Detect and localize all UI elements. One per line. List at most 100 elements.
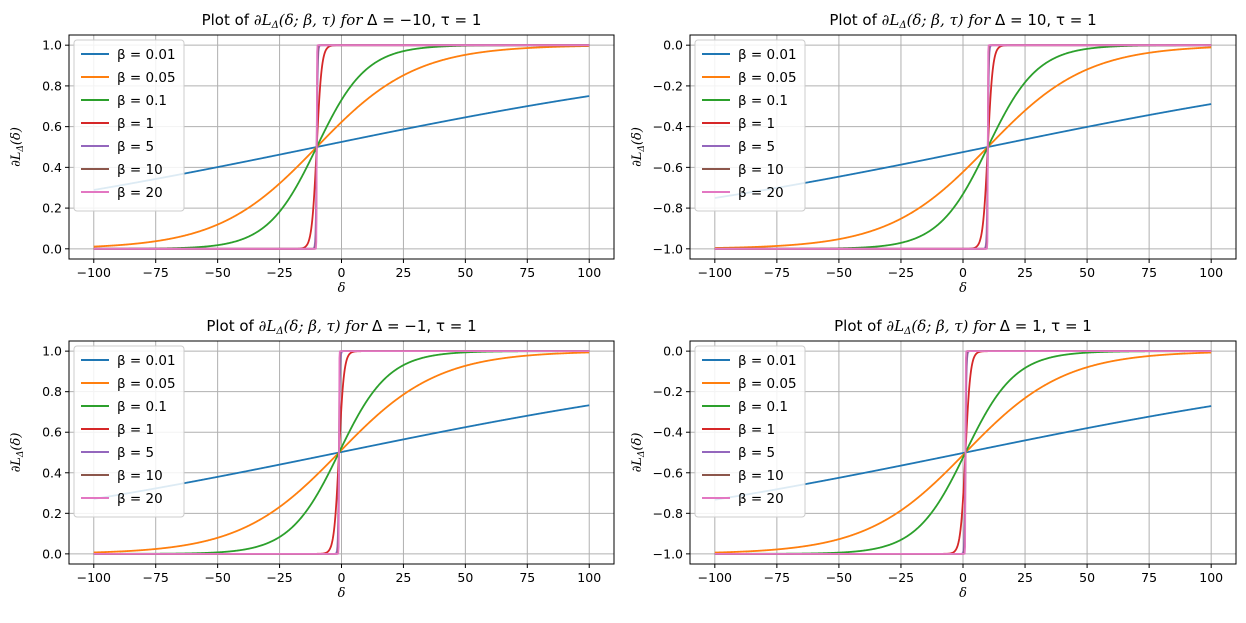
y-tick-label: 0.0 [42,546,62,561]
x-tick-label: 25 [395,570,411,585]
x-tick-label: 75 [519,570,535,585]
y-tick-label: 0.4 [42,160,62,175]
y-tick-label: 0.0 [663,38,683,53]
y-tick-label: 0.6 [42,425,62,440]
y-axis-label: ∂LΔ(δ) [630,127,647,167]
legend-label: β = 0.05 [738,376,797,392]
y-tick-label: −1.0 [653,546,683,561]
subplot-4: −100 −75 −50 −25 0 25 50 75 100 −1.0 −0.8 −0.6 −0.4 −… [630,317,1237,601]
y-tick-label: −1.0 [653,241,683,256]
legend-label: β = 20 [117,491,163,507]
series-line-7 [714,350,1212,555]
x-tick-label: 25 [395,265,411,280]
x-tick-label: −50 [204,570,230,585]
legend-label: β = 1 [117,116,154,132]
y-tick-label: −0.6 [653,160,683,175]
x-tick-label: −100 [698,265,732,280]
x-tick-label: −50 [204,265,230,280]
subplot-2: −100 −75 −50 −25 0 25 50 75 100 −1.0 −0.8 −0.6 −0.4 −… [630,11,1237,296]
y-tick-label: −0.4 [653,425,683,440]
legend-label: β = 10 [117,162,163,178]
legend-label: β = 0.1 [738,399,788,415]
legend-label: β = 10 [738,162,784,178]
legend-label: β = 5 [117,139,154,155]
x-tick-label: 100 [577,570,601,585]
x-tick-label: 50 [457,265,473,280]
x-tick-label: 0 [338,570,346,585]
x-tick-label: 50 [1079,265,1095,280]
series-line-2 [93,351,590,554]
legend-label: β = 20 [117,185,163,201]
x-tick-label: 25 [1017,265,1033,280]
x-axis-label: δ [959,281,967,296]
series-line-2 [93,45,590,248]
legend-label: β = 0.1 [738,93,788,109]
x-tick-label: 75 [519,265,535,280]
y-tick-label: 1.0 [42,344,62,359]
x-tick-label: −75 [764,570,790,585]
y-tick-label: −0.2 [653,384,683,399]
legend: β = 0.01 β = 0.05 β = 0.1 β = 1 β = 5 β = 10 β… [694,345,806,518]
x-tick-label: 100 [577,265,601,280]
y-tick-label: 0.6 [42,119,62,134]
legend: β = 0.01 β = 0.05 β = 0.1 β = 1 β = 5 β = 10 β… [73,345,185,518]
legend-label: β = 1 [738,116,775,132]
y-axis-label: ∂LΔ(δ) [9,127,26,167]
subplot-3: −100 −75 −50 −25 0 25 50 75 100 0.0 0.2 0.4 0.6 0.8 1.… [9,317,615,601]
y-tick-label: 0.8 [42,384,62,399]
x-tick-label: 75 [1141,570,1157,585]
legend-label: β = 20 [738,491,784,507]
legend-label: β = 20 [738,185,784,201]
x-tick-label: −25 [266,265,292,280]
y-tick-label: −0.8 [653,506,683,521]
y-tick-label: −0.4 [653,119,683,134]
legend-label: β = 0.05 [738,70,797,86]
series-line-7 [714,44,1212,250]
x-tick-label: −100 [77,570,111,585]
legend-label: β = 5 [738,445,775,461]
y-tick-label: 0.0 [663,344,683,359]
x-tick-label: −100 [698,570,732,585]
chart-title: Plot of ∂LΔ(δ; β, τ) for Δ = −10, τ = 1 [202,11,482,31]
x-tick-label: 100 [1199,570,1223,585]
x-tick-label: −50 [826,570,852,585]
x-tick-label: −100 [77,265,111,280]
x-tick-label: 25 [1017,570,1033,585]
x-tick-label: 50 [1079,570,1095,585]
y-tick-label: −0.8 [653,201,683,216]
y-tick-label: 0.4 [42,465,62,480]
legend-label: β = 0.01 [738,47,797,63]
y-axis-label: ∂LΔ(δ) [630,433,647,473]
x-axis-label: δ [959,586,967,601]
x-axis-label: δ [338,281,346,296]
legend-label: β = 5 [117,445,154,461]
x-tick-label: 0 [959,570,967,585]
x-tick-label: −75 [764,265,790,280]
x-tick-label: 0 [959,265,967,280]
legend-label: β = 0.01 [738,353,797,369]
y-tick-label: −0.2 [653,78,683,93]
series-line-7 [93,44,590,250]
y-tick-label: 1.0 [42,38,62,53]
x-tick-label: −25 [888,570,914,585]
legend: β = 0.01 β = 0.05 β = 0.1 β = 1 β = 5 β = 10 β… [694,39,806,212]
x-tick-label: −50 [826,265,852,280]
chart-title: Plot of ∂LΔ(δ; β, τ) for Δ = −1, τ = 1 [206,317,476,337]
legend-label: β = 0.1 [117,93,167,109]
legend-label: β = 0.05 [117,376,176,392]
series-line-2 [714,46,1212,249]
legend-label: β = 0.01 [117,353,176,369]
series-line-7 [93,350,590,555]
legend-label: β = 1 [738,422,775,438]
x-tick-label: −25 [266,570,292,585]
series-line-2 [714,351,1212,554]
legend-label: β = 1 [117,422,154,438]
x-tick-label: −75 [143,570,169,585]
x-tick-label: −25 [888,265,914,280]
legend-label: β = 10 [738,468,784,484]
chart-title: Plot of ∂LΔ(δ; β, τ) for Δ = 10, τ = 1 [829,11,1096,31]
y-tick-label: 0.2 [42,506,62,521]
legend: β = 0.01 β = 0.05 β = 0.1 β = 1 β = 5 β = 10 β… [73,39,185,212]
y-tick-label: 0.0 [42,241,62,256]
